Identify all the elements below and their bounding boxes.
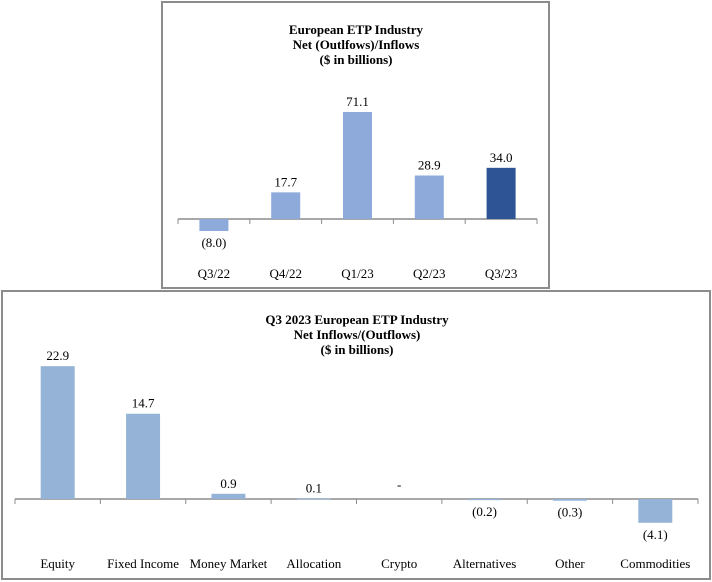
bar-fixed-income [126,413,161,499]
data-label: 0.1 [306,480,322,495]
data-label: (8.0) [201,235,226,250]
x-tick-label: Q4/22 [269,266,302,281]
data-label: (0.3) [557,505,582,520]
x-tick-label: Q3/22 [198,266,231,281]
asset-class-flows-chart: Q3 2023 European ETP Industry Net Inflow… [14,312,699,571]
data-label: 71.1 [346,94,369,109]
bar-q2-23 [414,175,444,219]
chart-panel-asset-class: Q3 2023 European ETP Industry Net Inflow… [1,290,711,580]
bar-q3-22 [199,219,229,232]
x-tick-label: Equity [40,556,75,571]
data-label: 28.9 [418,158,441,173]
x-tick-label: Commodities [620,556,690,571]
bar-money-market [211,493,246,499]
data-label: 34.0 [490,150,513,165]
data-label: 14.7 [132,396,155,411]
data-label: 17.7 [274,174,297,189]
x-tick-label: Other [555,556,585,571]
chart-title-line-2: Net (Outlfows)/Inflows [293,37,420,52]
x-tick-label: Fixed Income [107,556,179,571]
bar-equity [40,366,75,499]
x-tick-label: Alternatives [453,556,517,571]
chart-title-line-3: ($ in billions) [321,342,394,357]
chart-panel-quarterly: European ETP Industry Net (Outlfows)/Inf… [161,1,550,289]
bar-q1-23 [343,111,372,219]
data-label: 22.9 [46,348,69,363]
x-tick-label: Q3/23 [485,266,517,281]
data-label: - [397,477,401,492]
bar-other [552,499,587,501]
x-tick-label: Q1/23 [341,266,374,281]
x-tick-label: Q2/23 [413,266,446,281]
bar-allocation [296,498,331,500]
bar-alternatives [467,499,502,501]
data-label: (0.2) [472,504,497,519]
x-tick-label: Money Market [190,556,268,571]
x-tick-label: Crypto [381,556,417,571]
bar-q3-23 [486,167,516,219]
bar-commodities [638,499,673,523]
chart-title-line-1: Q3 2023 European ETP Industry [265,312,449,327]
data-label: 0.9 [220,476,236,491]
chart-title-line-3: ($ in billions) [320,52,393,67]
data-label: (4.1) [643,527,668,542]
bar-q4-22 [271,192,301,219]
quarterly-flows-chart: European ETP Industry Net (Outlfows)/Inf… [177,22,538,281]
x-tick-label: Allocation [286,556,341,571]
chart-title-line-2: Net Inflows/(Outflows) [294,327,421,342]
chart-title-line-1: European ETP Industry [289,22,424,37]
